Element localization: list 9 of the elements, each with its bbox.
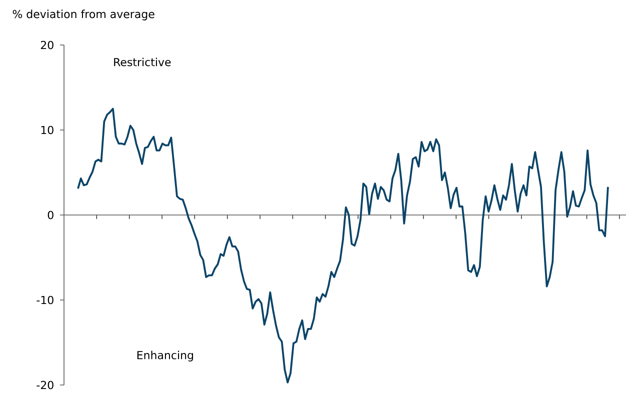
annotation: Enhancing (137, 350, 194, 362)
y-tick-label: 0 (48, 210, 54, 220)
y-tick-label: -10 (36, 296, 54, 304)
y-tick-label: -20 (36, 380, 54, 390)
y-tick-label: 20 (40, 40, 54, 50)
annotation: Restrictive (114, 58, 171, 66)
y-tick-label: 10 (41, 126, 54, 134)
y-axis-title: % deviation from average (12, 10, 154, 20)
line-series (77, 108, 609, 384)
